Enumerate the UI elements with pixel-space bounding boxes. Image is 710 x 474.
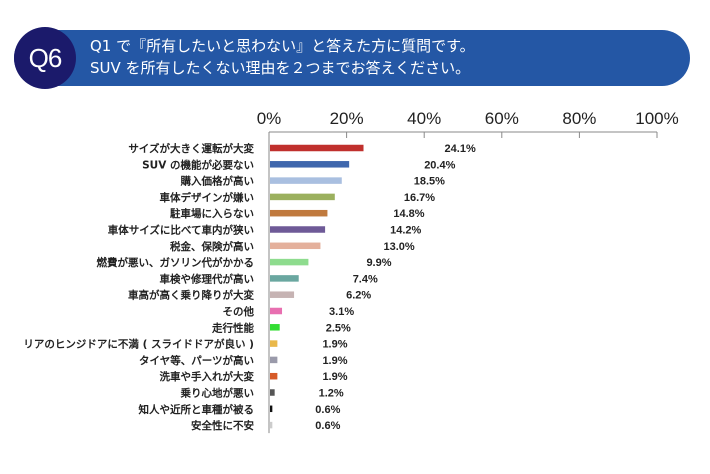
value-label: 1.9% — [322, 339, 347, 351]
question-line-2: SUV を所有したくない理由を２つまでお答えください。 — [90, 59, 471, 77]
value-label: 7.4% — [353, 273, 378, 285]
category-label: 車体サイズに比べて車内が狭い — [108, 224, 254, 237]
value-label: 24.1% — [445, 143, 476, 155]
question-number-badge: Q6 — [14, 27, 76, 89]
bar — [270, 177, 342, 184]
bar — [270, 161, 350, 168]
bar — [270, 144, 364, 152]
value-label: 18.5% — [414, 176, 445, 188]
category-label: 車検や修理代が高い — [160, 272, 255, 285]
value-label: 1.9% — [322, 355, 347, 367]
bar — [270, 291, 295, 298]
x-tick-label: 0% — [257, 109, 282, 128]
value-label: 20.4% — [424, 159, 455, 171]
bar — [270, 209, 328, 217]
bar — [270, 324, 280, 331]
category-label: タイヤ等、パーツが高い — [139, 354, 254, 367]
category-label: 洗車や手入れが大変 — [160, 370, 255, 383]
question-text: Q1 で『所有したいと思わない』と答えた方に質問です。 SUV を所有したくない… — [90, 35, 475, 79]
question-banner — [14, 30, 690, 86]
value-label: 14.8% — [393, 208, 424, 220]
bar — [270, 226, 326, 233]
category-label: 安全性に不安 — [191, 419, 254, 432]
bar — [270, 340, 278, 347]
value-label: 9.9% — [366, 257, 391, 269]
x-tick-label: 100% — [635, 109, 678, 128]
category-label: SUV の機能が必要ない — [142, 158, 254, 171]
category-label: 燃費が悪い、ガソリン代がかかる — [97, 256, 255, 269]
bar — [270, 421, 273, 429]
x-tick-label: 40% — [407, 109, 441, 128]
bar — [270, 356, 278, 364]
x-tick-label: 80% — [562, 109, 596, 128]
category-label: 知人や近所と車種が被る — [139, 403, 255, 416]
value-label: 6.2% — [346, 290, 371, 302]
category-label: 車高が高く乗り降りが大変 — [128, 289, 254, 302]
value-label: 0.6% — [315, 420, 340, 432]
bar — [270, 372, 278, 380]
x-tick-label: 20% — [330, 109, 364, 128]
bar — [270, 275, 299, 282]
value-label: 14.2% — [390, 225, 421, 237]
x-tick-label: 60% — [485, 109, 519, 128]
value-label: 13.0% — [384, 241, 415, 253]
category-label: 乗り心地が悪い — [180, 387, 255, 400]
category-label: 駐車場に入らない — [170, 207, 254, 220]
bar — [270, 389, 275, 396]
category-label: 車体デザインが嫌い — [160, 191, 255, 204]
value-label: 3.1% — [329, 306, 354, 318]
value-label: 1.9% — [322, 371, 347, 383]
value-label: 0.6% — [315, 404, 340, 416]
category-label: 税金、保険が高い — [170, 240, 254, 253]
bar — [270, 405, 273, 413]
bar — [270, 307, 283, 315]
category-label: 走行性能 — [211, 321, 254, 334]
category-label: その他 — [223, 305, 255, 318]
category-label: 購入価格が高い — [180, 175, 255, 188]
value-label: 1.2% — [319, 388, 344, 400]
bar — [270, 242, 321, 250]
category-label: サイズが大きく運転が大変 — [128, 142, 254, 155]
bar — [270, 258, 309, 266]
value-label: 16.7% — [404, 192, 435, 204]
question-line-1: Q1 で『所有したいと思わない』と答えた方に質問です。 — [90, 37, 475, 55]
category-label: リアのヒンジドアに不満 ( スライドドアが良い ) — [23, 338, 254, 351]
value-label: 2.5% — [326, 322, 351, 334]
bar — [270, 193, 335, 201]
